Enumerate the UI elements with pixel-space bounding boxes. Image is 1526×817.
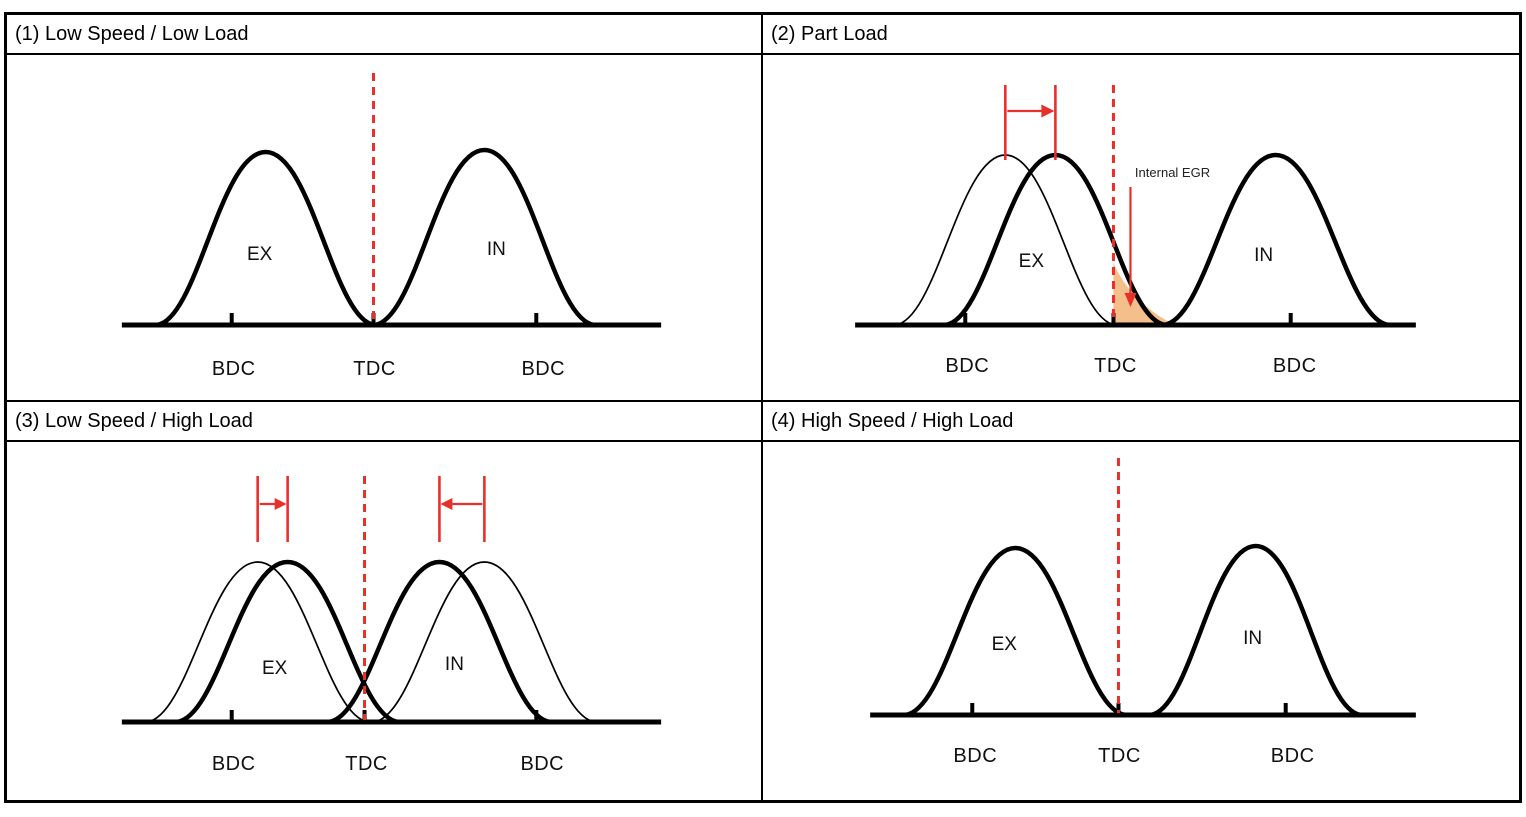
arrowhead-down (1124, 293, 1137, 307)
panel-3-diagram: EX IN BDC TDC BDC (7, 442, 761, 800)
exhaust-label: EX (1019, 251, 1045, 272)
panel-4-svg: EX IN BDC TDC BDC (870, 458, 1416, 767)
exhaust-cam-curve-original (894, 154, 1117, 326)
bdc-right-label: BDC (1271, 745, 1315, 767)
intake-cam-curve (1148, 543, 1364, 718)
valve-timing-figure: (1) Low Speed / Low Load EX IN BDC TDC (4, 12, 1522, 803)
arrowhead-right (274, 498, 287, 510)
panel-grid: (1) Low Speed / Low Load EX IN BDC TDC (7, 15, 1519, 800)
tdc-label: TDC (353, 358, 396, 380)
tdc-label: TDC (1094, 355, 1137, 377)
intake-cam-curve (1161, 152, 1392, 328)
internal-egr-arrow (1124, 187, 1137, 307)
panel-1-title: (1) Low Speed / Low Load (7, 15, 761, 55)
panel-4-title: (4) High Speed / High Load (763, 402, 1519, 442)
exhaust-cam-curve-original (145, 561, 370, 723)
panel-low-speed-low-load: (1) Low Speed / Low Load EX IN BDC TDC (7, 15, 763, 402)
panel-2-diagram: Internal EGR EX IN BDC TDC BDC (763, 55, 1519, 400)
exhaust-shift-arrow (256, 476, 289, 542)
panel-1-diagram: EX IN BDC TDC BDC (7, 55, 761, 400)
panel-2-title: (2) Part Load (763, 15, 1519, 55)
panel-3-title: (3) Low Speed / High Load (7, 402, 761, 442)
exhaust-label: EX (992, 634, 1018, 655)
exhaust-label: EX (247, 244, 273, 265)
bdc-right-label: BDC (520, 753, 564, 775)
tdc-label: TDC (345, 753, 388, 775)
panel-4-diagram: EX IN BDC TDC BDC (763, 442, 1519, 800)
intake-label: IN (445, 654, 464, 675)
intake-label: IN (1254, 245, 1273, 266)
intake-cam-curve-original (372, 561, 597, 723)
panel-1-svg: EX IN BDC TDC BDC (121, 73, 662, 380)
exhaust-cam-curve (902, 545, 1128, 718)
panel-high-speed-high-load: (4) High Speed / High Load EX IN BDC TD (763, 402, 1519, 800)
bdc-left-label: BDC (945, 355, 989, 377)
panel-part-load: (2) Part Load (763, 15, 1519, 402)
bdc-left-label: BDC (953, 745, 997, 767)
internal-egr-label: Internal EGR (1135, 165, 1210, 180)
bdc-left-label: BDC (212, 753, 256, 775)
intake-cam-curve-shifted (326, 559, 553, 725)
panel-low-speed-high-load: (3) Low Speed / High Load (7, 402, 763, 800)
cam-shift-arrow (1004, 85, 1057, 160)
intake-label: IN (487, 239, 506, 260)
intake-shift-arrow (438, 476, 486, 542)
bdc-right-label: BDC (1273, 355, 1317, 377)
bdc-left-label: BDC (212, 358, 256, 380)
internal-egr-region (1113, 263, 1170, 325)
arrowhead-left (440, 498, 453, 510)
bdc-right-label: BDC (521, 358, 565, 380)
exhaust-cam-curve-shifted (174, 559, 401, 725)
exhaust-label: EX (262, 658, 288, 679)
exhaust-cam-curve (154, 149, 377, 328)
intake-label: IN (1243, 628, 1262, 649)
intake-cam-curve (372, 147, 597, 328)
arrowhead-right (1041, 104, 1055, 118)
panel-3-svg: EX IN BDC TDC BDC (121, 476, 662, 775)
panel-2-svg: Internal EGR EX IN BDC TDC BDC (855, 85, 1416, 377)
tdc-label: TDC (1098, 745, 1141, 767)
